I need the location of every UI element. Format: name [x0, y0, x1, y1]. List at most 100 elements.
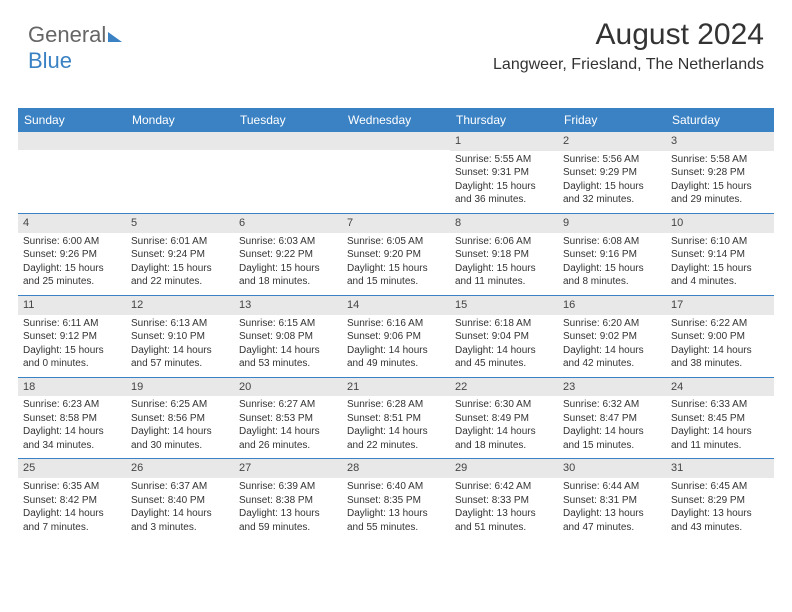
sunset-text: Sunset: 9:24 PM	[131, 248, 229, 262]
day-info: Sunrise: 5:58 AMSunset: 9:28 PMDaylight:…	[666, 151, 774, 213]
day-number	[18, 132, 126, 150]
day-cell: 4Sunrise: 6:00 AMSunset: 9:26 PMDaylight…	[18, 214, 126, 295]
day-info: Sunrise: 6:30 AMSunset: 8:49 PMDaylight:…	[450, 396, 558, 458]
sunrise-text: Sunrise: 6:16 AM	[347, 317, 445, 331]
day-cell: 2Sunrise: 5:56 AMSunset: 9:29 PMDaylight…	[558, 132, 666, 213]
daylight-text: Daylight: 13 hours and 43 minutes.	[671, 507, 769, 534]
sunset-text: Sunset: 8:51 PM	[347, 412, 445, 426]
day-cell: 11Sunrise: 6:11 AMSunset: 9:12 PMDayligh…	[18, 296, 126, 377]
sunset-text: Sunset: 9:22 PM	[239, 248, 337, 262]
daylight-text: Daylight: 14 hours and 11 minutes.	[671, 425, 769, 452]
sunset-text: Sunset: 8:29 PM	[671, 494, 769, 508]
day-info: Sunrise: 6:20 AMSunset: 9:02 PMDaylight:…	[558, 315, 666, 377]
daylight-text: Daylight: 14 hours and 53 minutes.	[239, 344, 337, 371]
day-info: Sunrise: 6:33 AMSunset: 8:45 PMDaylight:…	[666, 396, 774, 458]
day-number: 25	[18, 459, 126, 478]
day-number: 10	[666, 214, 774, 233]
sunrise-text: Sunrise: 6:42 AM	[455, 480, 553, 494]
header: August 2024 Langweer, Friesland, The Net…	[493, 18, 764, 74]
sunset-text: Sunset: 8:42 PM	[23, 494, 121, 508]
daylight-text: Daylight: 14 hours and 49 minutes.	[347, 344, 445, 371]
day-number: 27	[234, 459, 342, 478]
daylight-text: Daylight: 13 hours and 47 minutes.	[563, 507, 661, 534]
day-number: 8	[450, 214, 558, 233]
daylight-text: Daylight: 13 hours and 55 minutes.	[347, 507, 445, 534]
sunset-text: Sunset: 8:58 PM	[23, 412, 121, 426]
day-cell: 1Sunrise: 5:55 AMSunset: 9:31 PMDaylight…	[450, 132, 558, 213]
day-number: 20	[234, 378, 342, 397]
day-info: Sunrise: 6:40 AMSunset: 8:35 PMDaylight:…	[342, 478, 450, 540]
sunset-text: Sunset: 9:26 PM	[23, 248, 121, 262]
day-cell: 19Sunrise: 6:25 AMSunset: 8:56 PMDayligh…	[126, 378, 234, 459]
sunrise-text: Sunrise: 6:00 AM	[23, 235, 121, 249]
day-cell: 28Sunrise: 6:40 AMSunset: 8:35 PMDayligh…	[342, 459, 450, 540]
sunset-text: Sunset: 9:08 PM	[239, 330, 337, 344]
sunrise-text: Sunrise: 6:03 AM	[239, 235, 337, 249]
day-cell: 23Sunrise: 6:32 AMSunset: 8:47 PMDayligh…	[558, 378, 666, 459]
day-number: 21	[342, 378, 450, 397]
day-cell: 14Sunrise: 6:16 AMSunset: 9:06 PMDayligh…	[342, 296, 450, 377]
sunrise-text: Sunrise: 6:08 AM	[563, 235, 661, 249]
day-number: 16	[558, 296, 666, 315]
day-number: 13	[234, 296, 342, 315]
sunrise-text: Sunrise: 6:22 AM	[671, 317, 769, 331]
day-header: Wednesday	[342, 108, 450, 132]
day-cell: 5Sunrise: 6:01 AMSunset: 9:24 PMDaylight…	[126, 214, 234, 295]
sunrise-text: Sunrise: 6:25 AM	[131, 398, 229, 412]
daylight-text: Daylight: 14 hours and 26 minutes.	[239, 425, 337, 452]
sunset-text: Sunset: 9:16 PM	[563, 248, 661, 262]
sunset-text: Sunset: 8:31 PM	[563, 494, 661, 508]
day-info: Sunrise: 6:11 AMSunset: 9:12 PMDaylight:…	[18, 315, 126, 377]
day-number: 4	[18, 214, 126, 233]
day-cell: 17Sunrise: 6:22 AMSunset: 9:00 PMDayligh…	[666, 296, 774, 377]
day-number: 17	[666, 296, 774, 315]
day-number: 18	[18, 378, 126, 397]
daylight-text: Daylight: 14 hours and 42 minutes.	[563, 344, 661, 371]
day-cell: 18Sunrise: 6:23 AMSunset: 8:58 PMDayligh…	[18, 378, 126, 459]
week-row: 11Sunrise: 6:11 AMSunset: 9:12 PMDayligh…	[18, 295, 774, 377]
day-cell: 30Sunrise: 6:44 AMSunset: 8:31 PMDayligh…	[558, 459, 666, 540]
day-header: Thursday	[450, 108, 558, 132]
day-header-row: Sunday Monday Tuesday Wednesday Thursday…	[18, 108, 774, 132]
day-info: Sunrise: 5:56 AMSunset: 9:29 PMDaylight:…	[558, 151, 666, 213]
daylight-text: Daylight: 13 hours and 59 minutes.	[239, 507, 337, 534]
sunrise-text: Sunrise: 6:18 AM	[455, 317, 553, 331]
day-number: 3	[666, 132, 774, 151]
sunrise-text: Sunrise: 6:32 AM	[563, 398, 661, 412]
sunset-text: Sunset: 9:14 PM	[671, 248, 769, 262]
day-info: Sunrise: 6:32 AMSunset: 8:47 PMDaylight:…	[558, 396, 666, 458]
sunset-text: Sunset: 9:12 PM	[23, 330, 121, 344]
sunrise-text: Sunrise: 6:33 AM	[671, 398, 769, 412]
sunset-text: Sunset: 9:18 PM	[455, 248, 553, 262]
day-info: Sunrise: 6:37 AMSunset: 8:40 PMDaylight:…	[126, 478, 234, 540]
daylight-text: Daylight: 15 hours and 4 minutes.	[671, 262, 769, 289]
day-cell: 26Sunrise: 6:37 AMSunset: 8:40 PMDayligh…	[126, 459, 234, 540]
day-number: 26	[126, 459, 234, 478]
day-info: Sunrise: 6:28 AMSunset: 8:51 PMDaylight:…	[342, 396, 450, 458]
logo-text-1: General	[28, 22, 106, 47]
week-row: 18Sunrise: 6:23 AMSunset: 8:58 PMDayligh…	[18, 377, 774, 459]
day-number	[234, 132, 342, 150]
day-cell: 20Sunrise: 6:27 AMSunset: 8:53 PMDayligh…	[234, 378, 342, 459]
day-number: 12	[126, 296, 234, 315]
sunset-text: Sunset: 9:10 PM	[131, 330, 229, 344]
day-cell	[234, 132, 342, 213]
day-number: 2	[558, 132, 666, 151]
day-cell: 24Sunrise: 6:33 AMSunset: 8:45 PMDayligh…	[666, 378, 774, 459]
day-info: Sunrise: 6:42 AMSunset: 8:33 PMDaylight:…	[450, 478, 558, 540]
day-number: 1	[450, 132, 558, 151]
month-title: August 2024	[493, 18, 764, 52]
sunrise-text: Sunrise: 6:13 AM	[131, 317, 229, 331]
daylight-text: Daylight: 15 hours and 0 minutes.	[23, 344, 121, 371]
day-cell: 8Sunrise: 6:06 AMSunset: 9:18 PMDaylight…	[450, 214, 558, 295]
day-info: Sunrise: 6:39 AMSunset: 8:38 PMDaylight:…	[234, 478, 342, 540]
day-number: 22	[450, 378, 558, 397]
sunrise-text: Sunrise: 6:35 AM	[23, 480, 121, 494]
day-info: Sunrise: 5:55 AMSunset: 9:31 PMDaylight:…	[450, 151, 558, 213]
sunset-text: Sunset: 9:00 PM	[671, 330, 769, 344]
sunset-text: Sunset: 8:47 PM	[563, 412, 661, 426]
day-cell: 15Sunrise: 6:18 AMSunset: 9:04 PMDayligh…	[450, 296, 558, 377]
day-number: 31	[666, 459, 774, 478]
day-info: Sunrise: 6:35 AMSunset: 8:42 PMDaylight:…	[18, 478, 126, 540]
sunset-text: Sunset: 8:56 PM	[131, 412, 229, 426]
